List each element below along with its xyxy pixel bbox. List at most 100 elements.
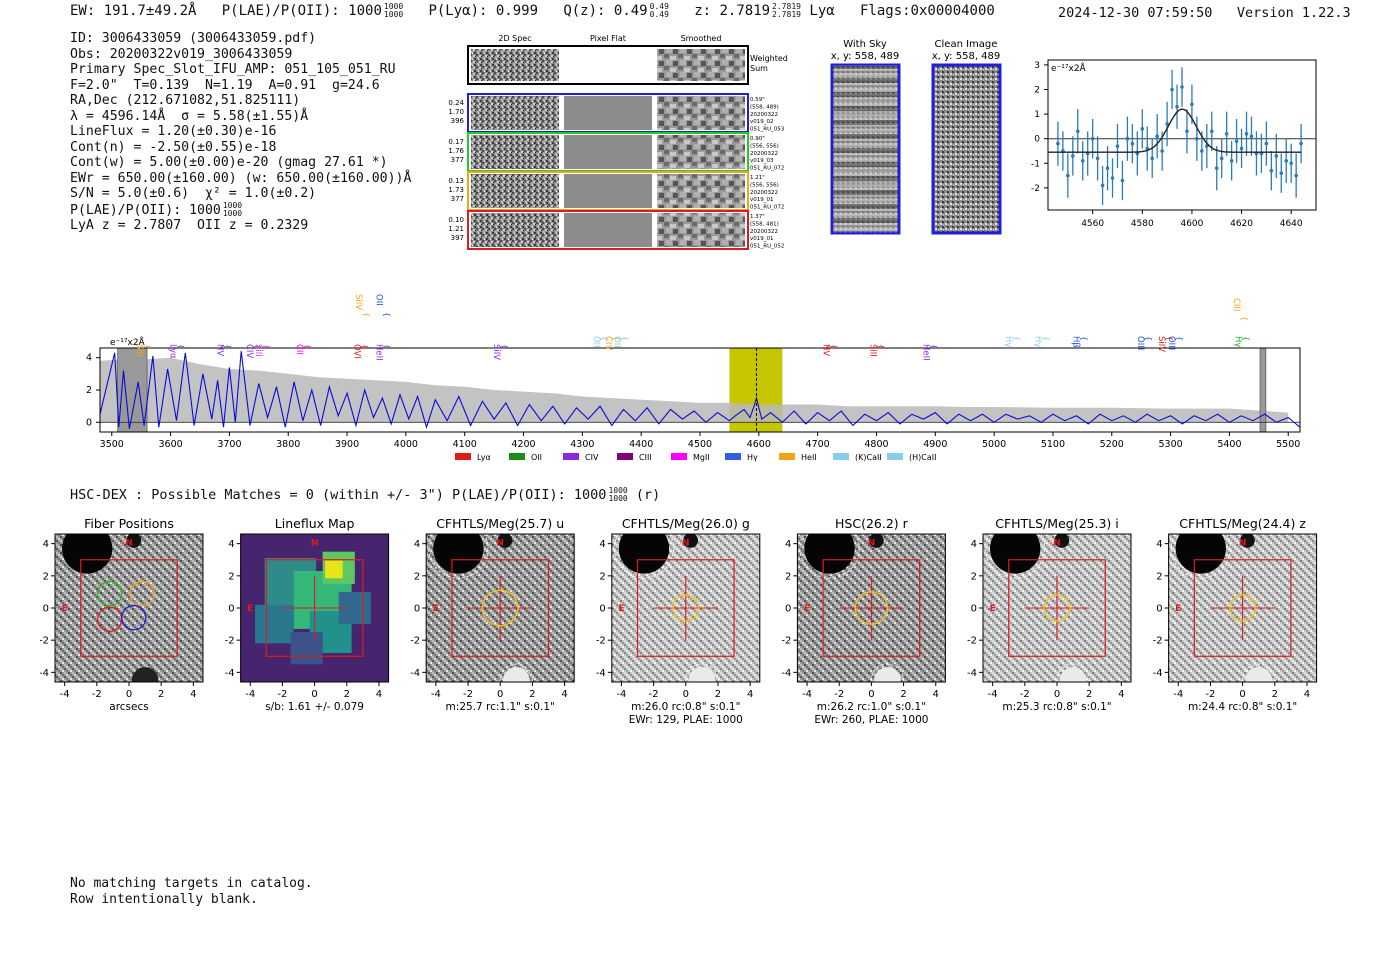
y-tick-label: -4 — [410, 668, 420, 679]
east-label: E — [618, 604, 624, 614]
data-point — [1180, 85, 1184, 89]
spec2d-row-right-value: v019_01 — [750, 236, 774, 242]
x-tick-label: 0 — [126, 689, 132, 700]
info-contn: Cont(n) = -2.50(±0.55)e-18 — [70, 139, 277, 155]
info-plae: P(LAE)/P(OII): 1000 1000 1000 — [70, 200, 243, 218]
cutout-title: Lineflux Map — [275, 516, 355, 531]
y-tick-label: 2 — [228, 571, 234, 582]
cutout-title: CFHTLS/Meg(24.4) z — [1179, 516, 1306, 531]
search-box — [451, 559, 550, 657]
source-aperture — [613, 534, 674, 579]
spec2d-row-right-value: 1.37" — [750, 214, 765, 220]
info-primary: Primary Spec_Slot_IFU_AMP: 051_105_051_R… — [70, 62, 396, 77]
faint-source — [1240, 534, 1255, 548]
spectrum-unit-label: e⁻¹⁷x2Å — [110, 336, 146, 348]
info-id: ID: 3006433059 (3006433059.pdf) — [70, 31, 317, 46]
emission-line-bracket: { — [262, 344, 271, 349]
y-tick-label: 0 — [228, 604, 234, 615]
cutout-image — [426, 534, 575, 682]
fiber-circle — [121, 604, 147, 631]
north-label: N — [311, 538, 319, 548]
source-aperture — [870, 663, 905, 682]
y-tick-label: 4 — [971, 539, 977, 550]
legend-label: MgII — [693, 453, 710, 462]
y-tick-label: 2 — [43, 571, 49, 582]
emission-line-label: Hγ — [1003, 336, 1013, 347]
data-point — [1284, 159, 1289, 163]
source-aperture — [1056, 663, 1090, 682]
data-point — [1165, 122, 1169, 126]
cutout-panel: CFHTLS/Meg(25.3) i N E -4 -4 -2 -2 0 0 2 2 4 4 m:25.3… — [967, 516, 1132, 713]
emission-line-bracket: { — [1241, 336, 1250, 341]
emission-line-bracket: { — [1175, 336, 1184, 341]
aperture-circle — [1043, 594, 1071, 622]
y-tick-label: -2 — [596, 636, 606, 647]
y-tick-label: -4 — [1153, 668, 1163, 679]
source-aperture — [499, 663, 533, 682]
x-tick-label: -4 — [616, 689, 626, 700]
full-spectrum-chart: 3500 3600 3700 3800 3900 4000 4100 4200 4300 4400… — [86, 294, 1301, 462]
emission-line-label: Hγ — [1232, 336, 1242, 347]
legend-label: CIII — [639, 453, 652, 462]
clean-image — [931, 63, 1002, 235]
spec2d-row-right-value: (556, 556) — [750, 182, 779, 188]
spec2d-row-right-value: (558, 481) — [750, 221, 779, 227]
data-point — [1110, 176, 1115, 180]
spec2d-row-right-value: v019_03 — [750, 158, 774, 164]
col-header-pixelflat: Pixel Flat — [590, 34, 626, 43]
east-label: E — [990, 604, 996, 614]
y-tick-label: -4 — [40, 668, 49, 679]
emission-line-label: SiIV — [491, 344, 501, 360]
spec2d-row-left-value: 1.21 — [448, 225, 464, 233]
spec2d-row-right-value: v019_01 — [750, 197, 774, 203]
x-tick-label: -2 — [277, 689, 287, 700]
north-label: N — [1239, 538, 1247, 548]
fiber-circle — [96, 580, 123, 607]
search-box — [1193, 559, 1292, 657]
emission-line-label: Hγ — [1032, 336, 1042, 347]
emission-line-label: Hβ — [1071, 336, 1081, 348]
emission-line-bracket: { — [143, 344, 152, 349]
search-box — [80, 559, 178, 657]
x-tick-label: 0 — [868, 689, 874, 700]
info-lambda: λ = 4596.14Å σ = 5.58(±1.55)Å — [70, 108, 309, 124]
data-point — [1130, 141, 1135, 146]
east-label: E — [433, 604, 439, 614]
x-tick-label: -2 — [463, 689, 473, 700]
cutout-panel: Lineflux Map N E -4 -4 -2 -2 0 0 2 2 4 4 s/b: 1.61 +/… — [225, 516, 390, 713]
emission-line-bracket: { — [500, 344, 509, 349]
info-lineflux: LineFlux = 1.20(±0.30)e-16 — [70, 124, 277, 139]
weighted-sum-row: Weighted Sum — [467, 45, 788, 85]
emission-line-label: CIII — [1231, 298, 1241, 311]
data-point — [1071, 154, 1075, 158]
x-tick-label: 4500 — [688, 439, 712, 450]
y-tick-label: 0 — [785, 604, 791, 615]
cutout-panel: CFHTLS/Meg(26.0) g N E -4 -4 -2 -2 0 0 2 2 4 4 m:26.0… — [596, 516, 761, 726]
datetime: 2024-12-30 07:59:50 — [1058, 5, 1213, 21]
x-tick-label: 4100 — [453, 439, 477, 450]
qz-value: Q(z): 0.49 — [563, 3, 648, 19]
x-tick-label: 3900 — [335, 439, 359, 450]
y-tick-label: -2 — [410, 636, 420, 647]
emission-line-label: OIII — [1135, 336, 1145, 350]
spec2d-row-right-value: 051_RU_052 — [750, 244, 784, 250]
east-label: E — [1175, 604, 1181, 614]
z-value: z: 2.7819 — [694, 3, 771, 19]
cutout-title: CFHTLS/Meg(25.3) i — [995, 516, 1119, 531]
data-point — [1100, 183, 1105, 188]
x-tick-label: 2 — [529, 689, 535, 700]
faint-source — [868, 534, 884, 548]
masked-region — [117, 348, 148, 432]
emission-line-bracket: { — [382, 312, 391, 317]
source-aperture — [799, 534, 860, 579]
fiber-circle — [129, 580, 155, 607]
pixel-flat-image — [564, 135, 652, 169]
line-fit-chart: 4560 4580 4600 4620 4640 -2 -1 0 1 2 3 e⁻¹⁷x2Å — [1031, 59, 1317, 229]
x-tick-label: -2 — [834, 689, 844, 700]
emission-line-bracket: { — [303, 344, 312, 349]
legend-label: Lyα — [477, 453, 491, 462]
qz-fraction: 0.49 0.49 — [649, 2, 669, 19]
y-tick-label: -1 — [1031, 159, 1040, 169]
legend-swatch — [887, 453, 903, 460]
